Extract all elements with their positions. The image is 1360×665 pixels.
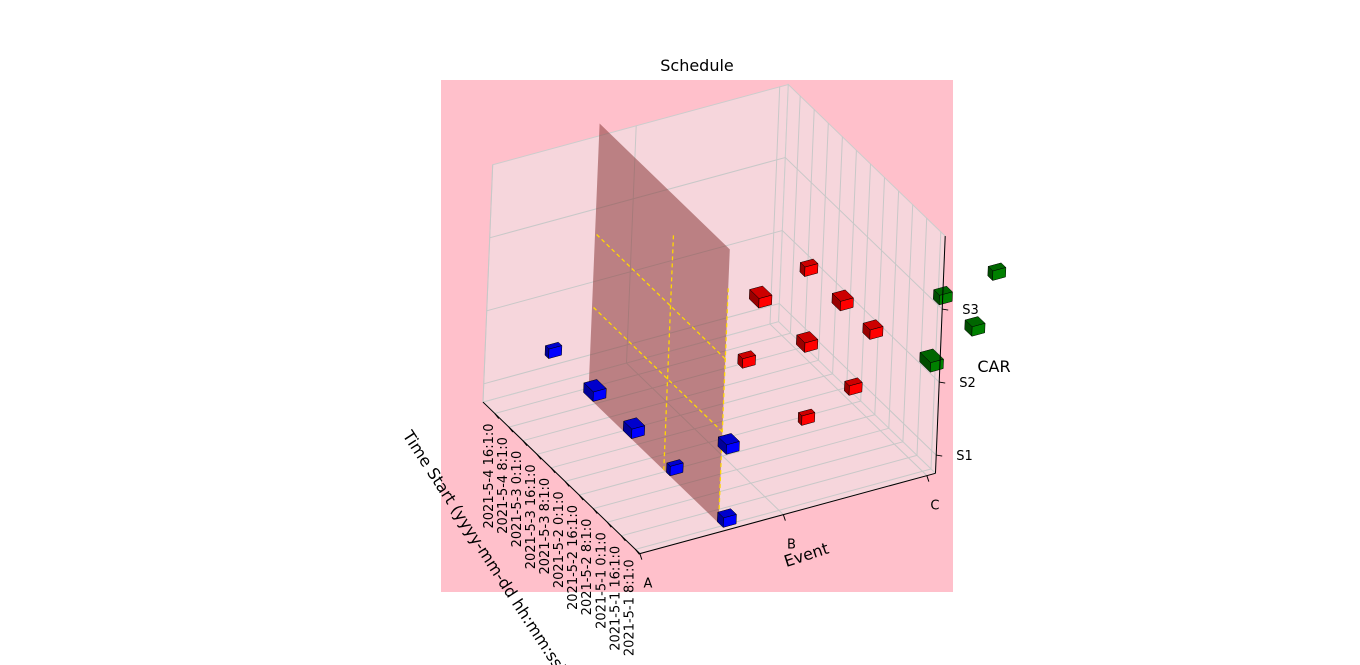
chart-title: Schedule bbox=[660, 56, 734, 75]
x-tick-label: 2021-5-4 8:1:0 bbox=[496, 437, 511, 534]
y-tick-label: B bbox=[787, 538, 796, 553]
x-tick-label: 2021-5-1 0:1:0 bbox=[594, 532, 609, 629]
bar-front bbox=[839, 297, 854, 312]
bar-front bbox=[804, 263, 819, 277]
guide-line bbox=[663, 232, 675, 471]
x-tick-label: 2021-5-3 8:1:0 bbox=[538, 478, 553, 575]
bars bbox=[544, 258, 1007, 528]
bar-B-S1 bbox=[797, 408, 816, 427]
bar-B-S3 bbox=[862, 319, 884, 341]
bar-front bbox=[869, 326, 884, 340]
x-tick-label: 2021-5-1 8:1:0 bbox=[622, 559, 637, 656]
z-grid-line bbox=[489, 156, 943, 310]
y-axis-line bbox=[639, 472, 936, 555]
z-tick-label: S2 bbox=[959, 376, 976, 391]
x-tick-label: 2021-5-4 16:1:0 bbox=[482, 424, 497, 529]
bar-A-S2 bbox=[717, 433, 740, 455]
x-tick-label: 2021-5-2 16:1:0 bbox=[566, 505, 581, 610]
bar-front bbox=[742, 354, 756, 369]
x-tick-label: 2021-5-3 0:1:0 bbox=[510, 451, 525, 548]
y-tick-mark bbox=[639, 553, 643, 560]
bar-front bbox=[758, 294, 773, 309]
bar-B-S3 bbox=[831, 289, 854, 312]
bar-front bbox=[548, 345, 563, 359]
x-tick-label: 2021-5-3 16:1:0 bbox=[524, 464, 539, 569]
x-tick-mark bbox=[522, 440, 528, 446]
bar-front bbox=[848, 382, 863, 396]
x-tick-mark bbox=[536, 453, 542, 460]
x-tick-mark bbox=[620, 535, 626, 542]
bar-front bbox=[722, 514, 737, 528]
x-tick-mark bbox=[635, 549, 640, 555]
bar-front bbox=[801, 412, 816, 426]
y-tick-mark bbox=[926, 475, 930, 482]
x-tick-mark bbox=[508, 426, 514, 433]
x-tick-mark bbox=[550, 467, 556, 474]
bar-A-S1 bbox=[544, 341, 563, 360]
bar-front bbox=[725, 441, 740, 455]
bar-front bbox=[971, 322, 986, 337]
x-tick-mark bbox=[564, 481, 570, 487]
z-grid-line bbox=[486, 229, 940, 383]
x-tick-mark bbox=[494, 413, 500, 419]
x-tick-label: 2021-5-1 16:1:0 bbox=[608, 546, 623, 651]
bar-A-S1 bbox=[622, 417, 646, 440]
bar-B-S3 bbox=[799, 258, 819, 278]
bar-A-S1 bbox=[583, 379, 607, 403]
bar-front bbox=[804, 339, 819, 353]
guide-line bbox=[591, 305, 723, 433]
guide-line bbox=[717, 285, 729, 524]
guide-line bbox=[594, 232, 726, 360]
x-grid-line bbox=[621, 218, 928, 537]
z-tick-label: S3 bbox=[962, 303, 979, 318]
bar-B-S2 bbox=[844, 377, 863, 396]
y-tick-label: A bbox=[643, 577, 652, 592]
z-axis-label: CAR bbox=[977, 357, 1010, 376]
z-tick-mark bbox=[936, 454, 943, 457]
bar-C-S2 bbox=[964, 316, 986, 337]
z-tick-mark bbox=[942, 308, 949, 311]
bar-C-S1 bbox=[919, 348, 945, 373]
bar-B-S2 bbox=[796, 331, 819, 354]
x-tick-label: 2021-5-2 8:1:0 bbox=[580, 519, 595, 616]
y-tick-label: C bbox=[930, 499, 939, 514]
y-tick-mark bbox=[782, 514, 786, 521]
z-grid-line bbox=[483, 302, 937, 456]
bar-B-S2 bbox=[749, 285, 773, 309]
bar-front bbox=[669, 462, 684, 477]
y-grid-line bbox=[769, 86, 928, 476]
bar-front bbox=[992, 267, 1007, 281]
bar-front bbox=[631, 425, 646, 440]
bar-A-S1 bbox=[666, 459, 684, 477]
bar-B-S1 bbox=[737, 350, 757, 369]
bar-C-S3 bbox=[987, 262, 1007, 282]
x-tick-mark bbox=[606, 521, 612, 528]
z-tick-label: S1 bbox=[956, 449, 973, 464]
bar-front bbox=[592, 388, 607, 402]
z-axis-line bbox=[934, 236, 946, 474]
bar-A-S1 bbox=[717, 508, 737, 528]
z-tick-mark bbox=[939, 381, 946, 384]
x-tick-label: 2021-5-2 0:1:0 bbox=[552, 491, 567, 588]
x-tick-mark bbox=[592, 508, 598, 514]
x-tick-mark bbox=[578, 494, 584, 501]
